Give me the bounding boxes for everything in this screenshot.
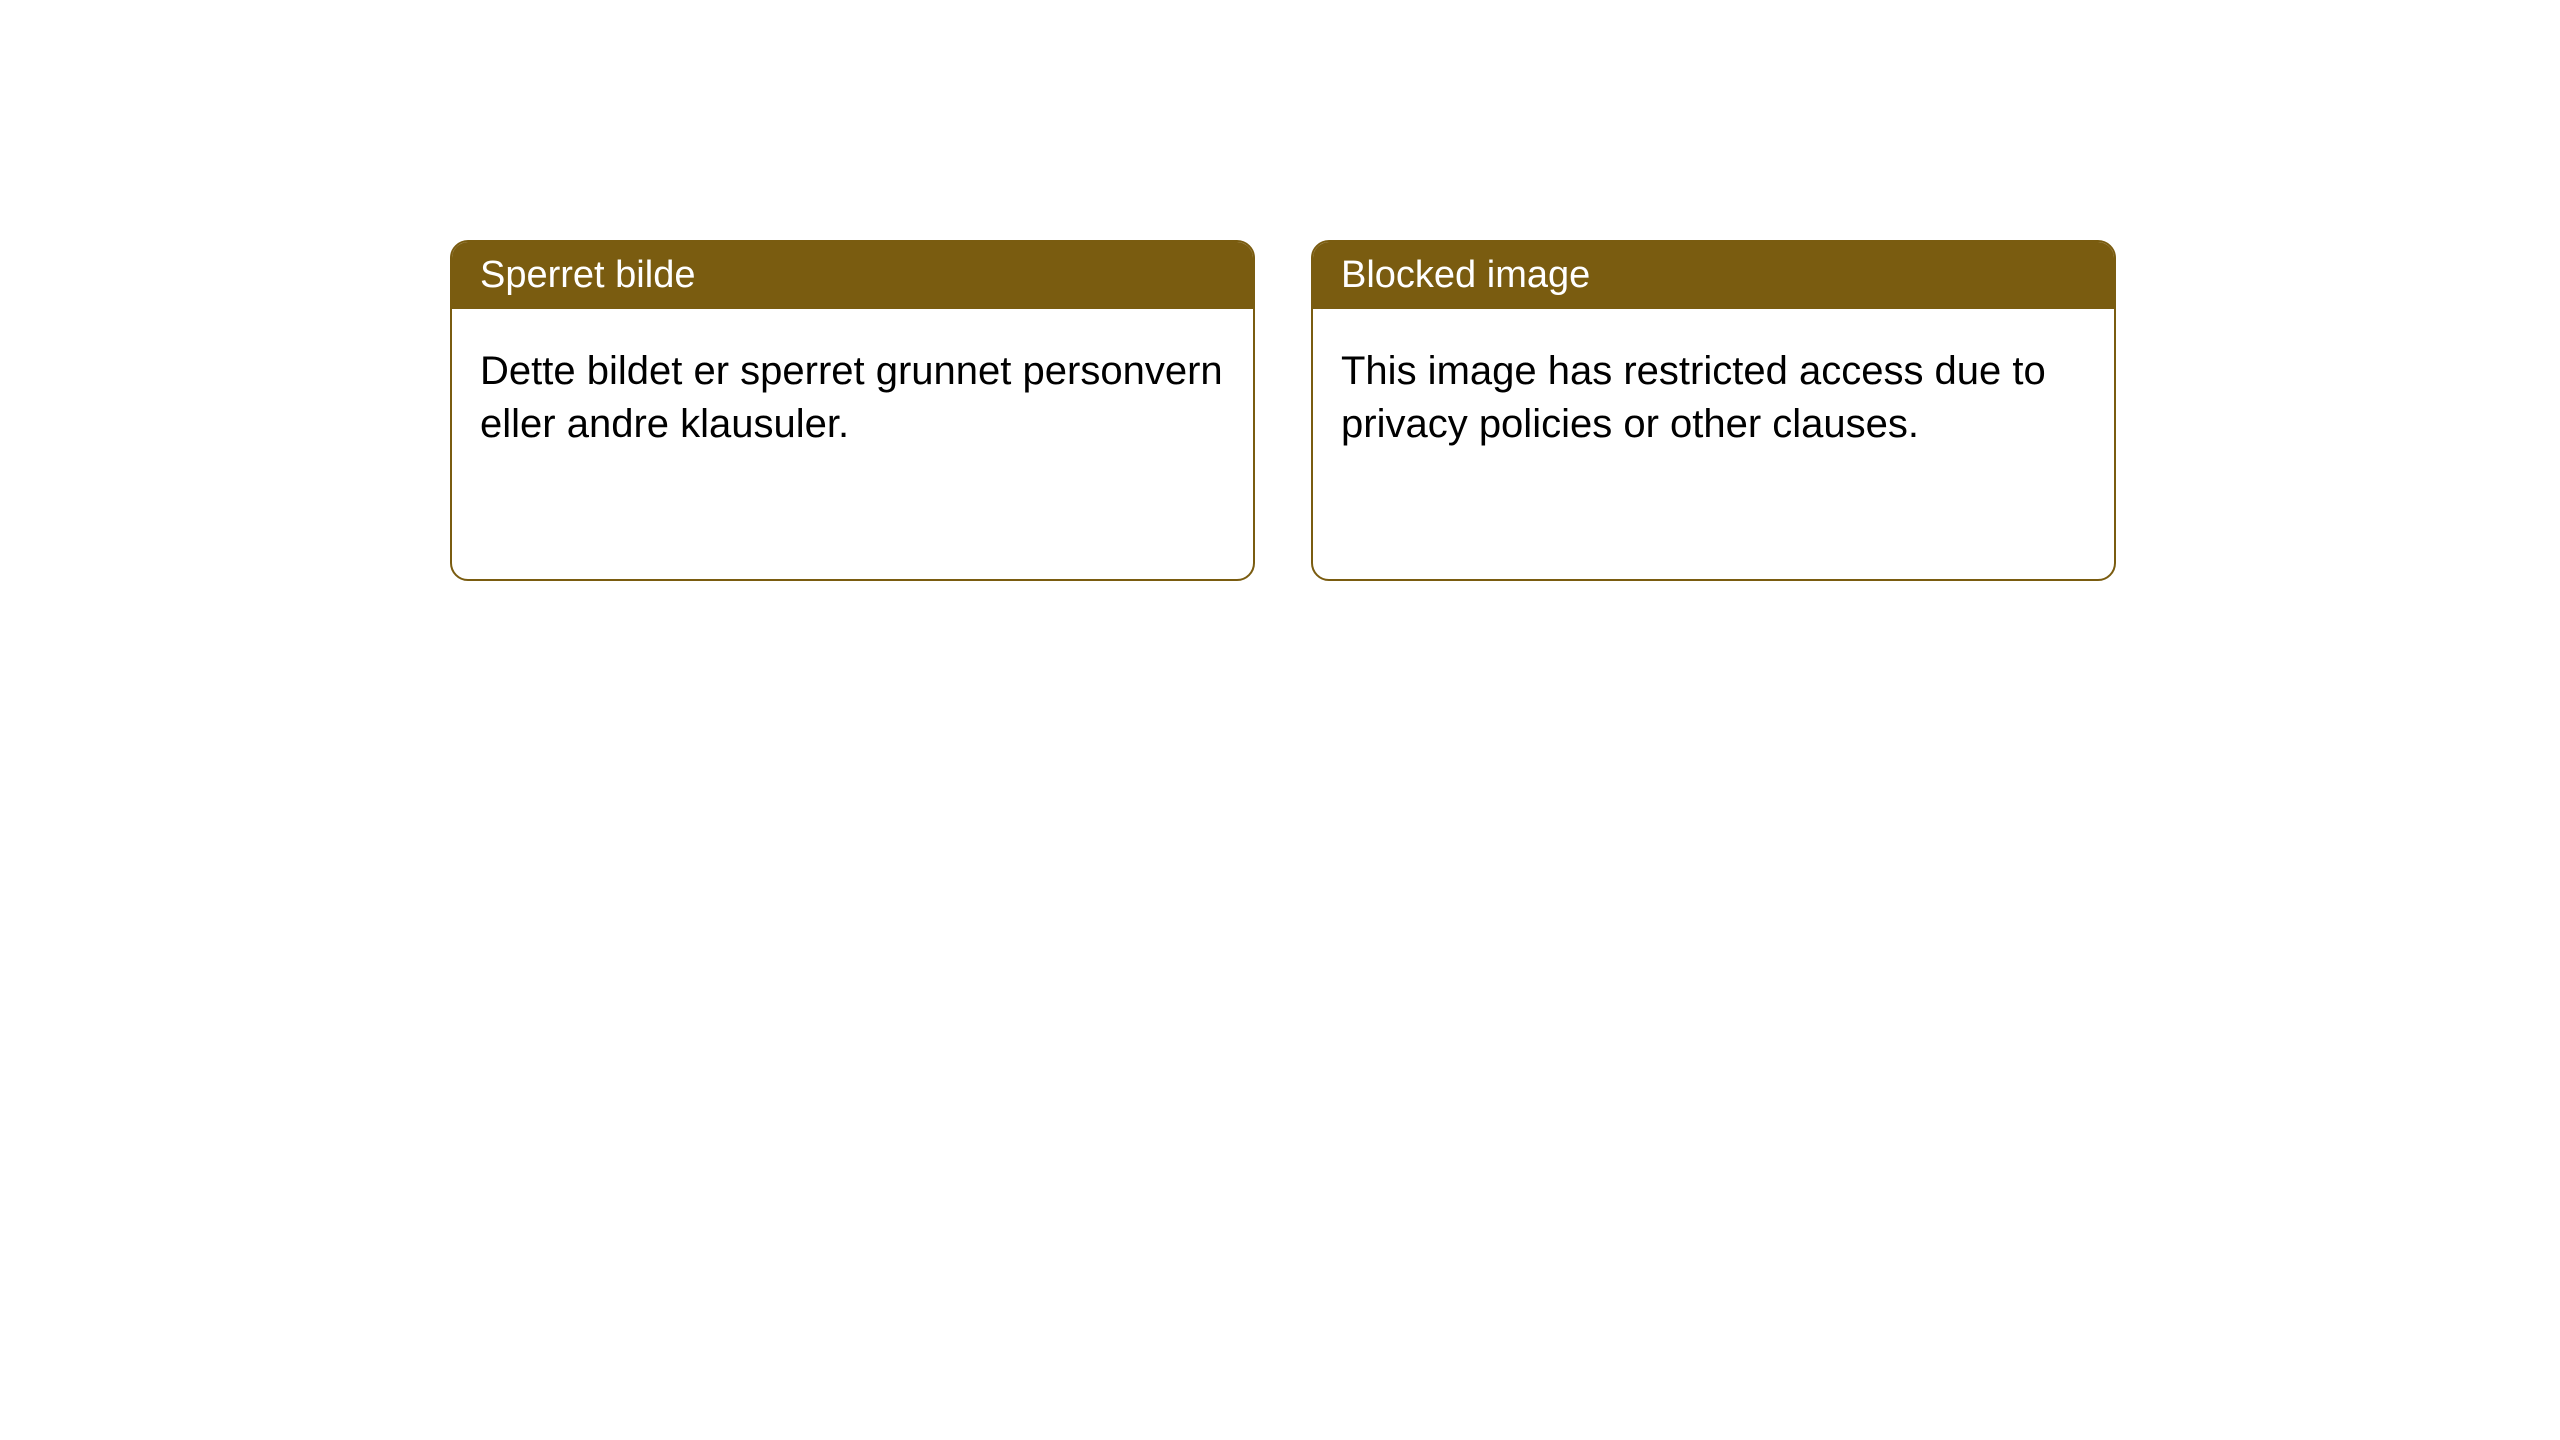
card-title: Sperret bilde [480, 254, 695, 296]
notice-container: Sperret bilde Dette bildet er sperret gr… [450, 240, 2116, 581]
card-title: Blocked image [1341, 254, 1590, 296]
notice-card-english: Blocked image This image has restricted … [1311, 240, 2116, 581]
card-header: Sperret bilde [452, 242, 1253, 309]
card-body: This image has restricted access due to … [1313, 309, 2114, 579]
card-body: Dette bildet er sperret grunnet personve… [452, 309, 1253, 579]
notice-card-norwegian: Sperret bilde Dette bildet er sperret gr… [450, 240, 1255, 581]
card-body-text: Dette bildet er sperret grunnet personve… [480, 349, 1223, 446]
card-body-text: This image has restricted access due to … [1341, 349, 2046, 446]
card-header: Blocked image [1313, 242, 2114, 309]
